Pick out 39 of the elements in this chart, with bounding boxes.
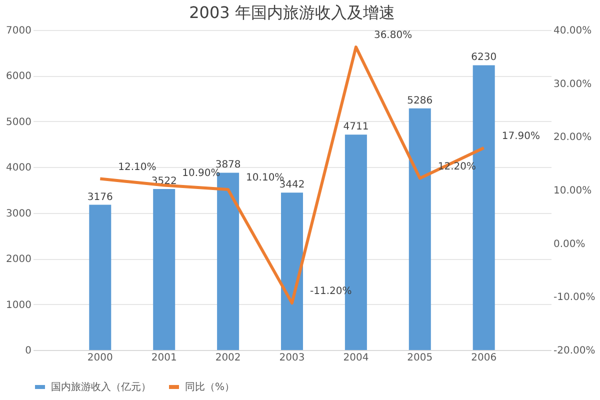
bar bbox=[408, 108, 431, 350]
bar bbox=[89, 204, 112, 350]
data-label: 3442 bbox=[279, 180, 305, 191]
x-tick-label: 2005 bbox=[407, 352, 433, 364]
bar bbox=[281, 192, 303, 350]
data-label: 12.10% bbox=[118, 162, 156, 173]
y-tick-label: 5000 bbox=[6, 116, 32, 128]
y-tick-label: 7000 bbox=[6, 26, 32, 36]
data-label: 3176 bbox=[87, 192, 113, 203]
legend-label: 同比（%） bbox=[185, 381, 235, 393]
bar bbox=[153, 188, 176, 350]
data-label: 5286 bbox=[407, 95, 433, 106]
y2-tick-label: -10.00% bbox=[554, 292, 596, 304]
x-tick-label: 2006 bbox=[471, 352, 497, 364]
x-tick-label: 2004 bbox=[343, 352, 369, 364]
data-label: 17.90% bbox=[502, 130, 540, 142]
y2-tick-label: 40.00% bbox=[554, 26, 592, 36]
data-label: 10.90% bbox=[182, 168, 220, 180]
x-tick-label: 2000 bbox=[87, 352, 113, 364]
y2-tick-label: 30.00% bbox=[554, 78, 592, 90]
data-label: 4711 bbox=[343, 122, 369, 133]
legend-label: 国内旅游收入（亿元） bbox=[51, 381, 151, 393]
data-label: 6230 bbox=[471, 52, 497, 64]
data-label: 36.80% bbox=[374, 30, 412, 42]
data-label: 3878 bbox=[215, 160, 241, 171]
y-tick-label: 4000 bbox=[6, 162, 32, 174]
y2-tick-label: 0.00% bbox=[554, 238, 586, 250]
y2-tick-label: 10.00% bbox=[554, 186, 592, 196]
y2-tick-label: -20.00% bbox=[554, 346, 596, 356]
y-tick-label: 3000 bbox=[6, 208, 32, 220]
y-tick-label: 6000 bbox=[6, 71, 32, 82]
y-tick-label: 0 bbox=[25, 346, 32, 356]
x-tick-label: 2001 bbox=[151, 352, 177, 364]
y2-tick-label: 20.00% bbox=[554, 132, 592, 144]
y-tick-label: 1000 bbox=[6, 300, 32, 311]
chart-title: 2003 年国内旅游收入及增速 bbox=[189, 3, 395, 22]
x-tick-label: 2003 bbox=[279, 352, 305, 364]
x-tick-label: 2002 bbox=[215, 352, 241, 364]
y-tick-label: 2000 bbox=[6, 254, 32, 266]
